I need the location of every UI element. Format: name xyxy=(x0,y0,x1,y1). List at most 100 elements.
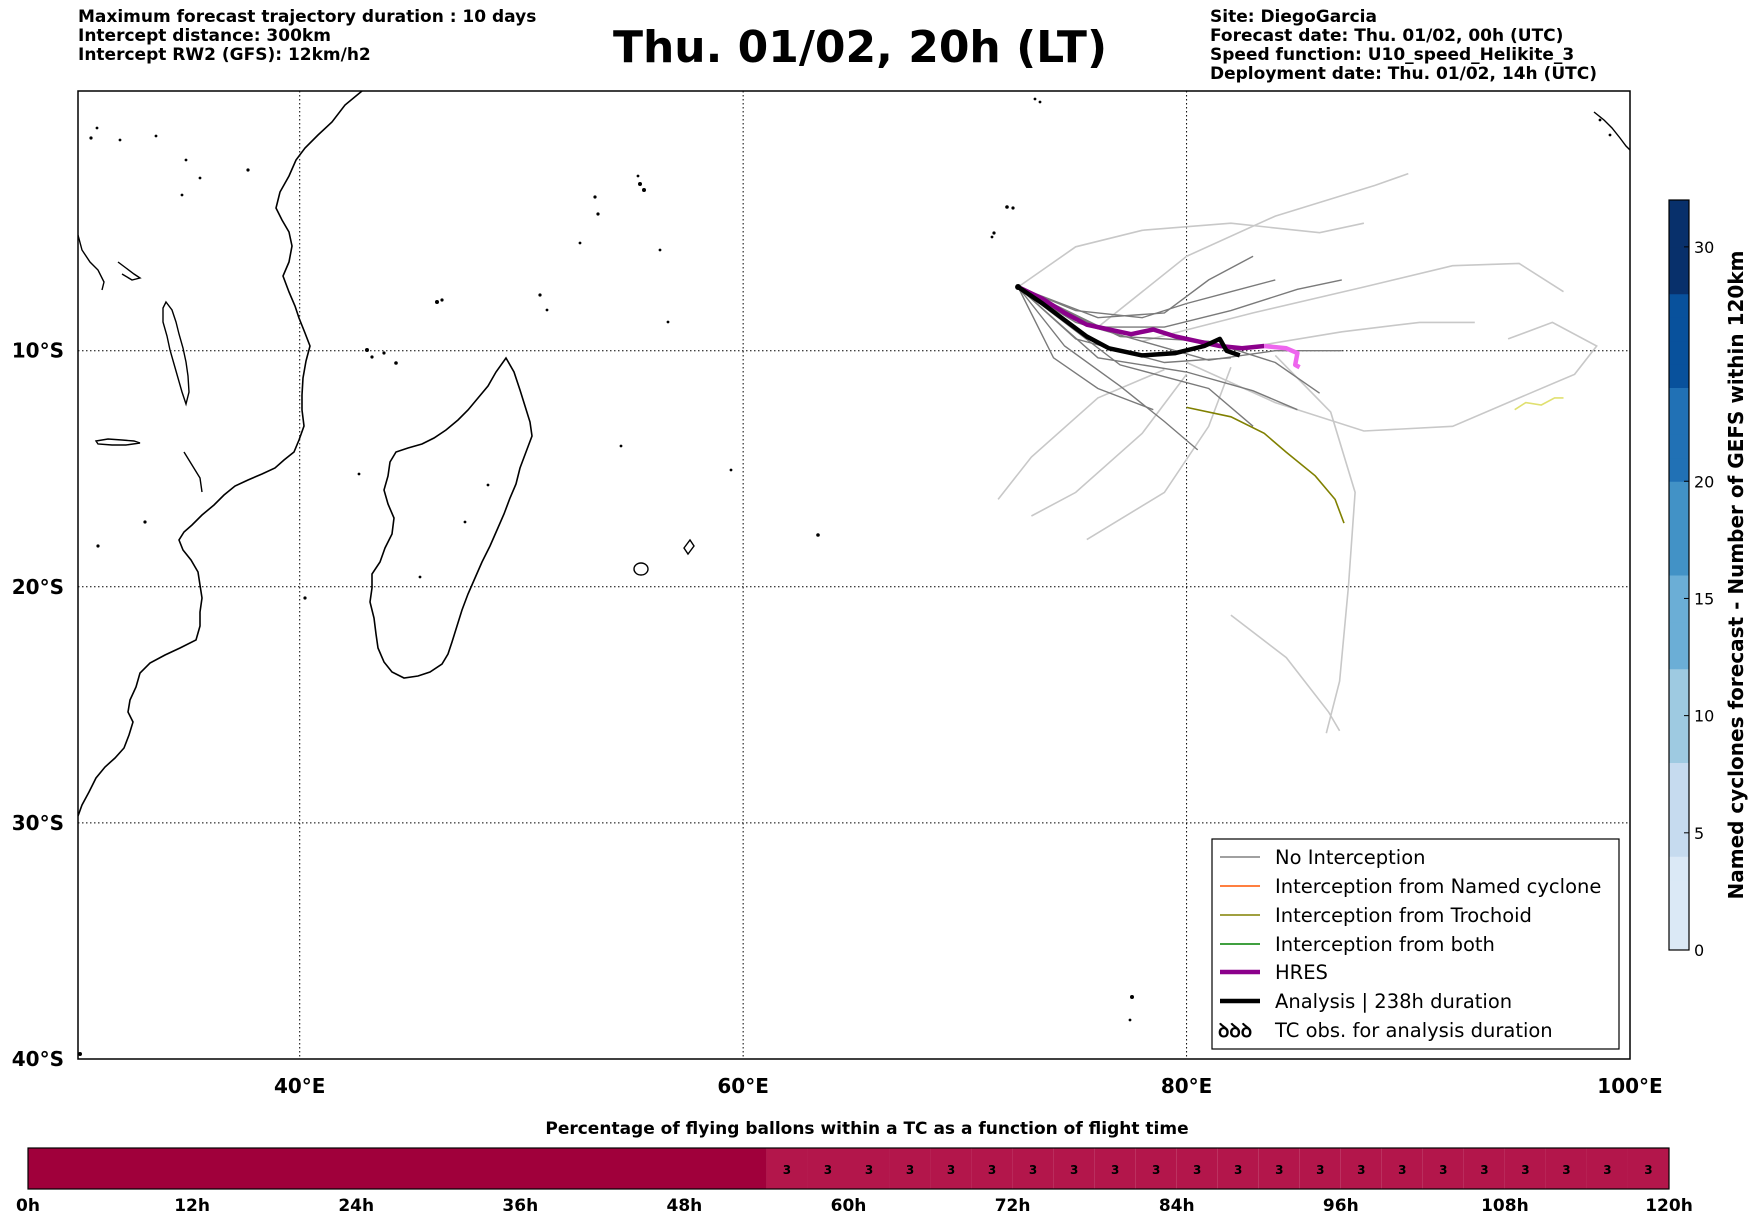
flight-time-tick-label: 24h xyxy=(338,1196,374,1216)
lake-small-outline xyxy=(94,438,141,446)
flight-time-cell xyxy=(1545,1148,1587,1189)
legend-label: Interception from Trochoid xyxy=(1275,904,1532,927)
deployment-date: Deployment date: Thu. 01/02, 14h (UTC) xyxy=(1210,64,1597,84)
legend-label: HRES xyxy=(1275,961,1328,984)
flight-time-cell xyxy=(1258,1148,1300,1189)
colorbar-segment xyxy=(1669,364,1689,388)
lat-tick-label: 10°S xyxy=(12,339,64,363)
flight-time-cell-value: 3 xyxy=(1644,1163,1652,1177)
site-name: Site: DiegoGarcia xyxy=(1210,7,1377,27)
flight-time-cell-value: 3 xyxy=(1398,1163,1406,1177)
flight-time-cell-value: 3 xyxy=(1029,1163,1037,1177)
colorbar-tick-label: 0 xyxy=(1694,941,1704,960)
flight-time-cell xyxy=(807,1148,849,1189)
flight-time-cell xyxy=(1176,1148,1218,1189)
flight-time-ticks: 0h 12h 24h 36h 48h 60h 72h 84h 96h 108h 120h xyxy=(16,1196,1693,1216)
page-title: Thu. 01/02, 20h (LT) xyxy=(612,22,1108,73)
flight-time-cell xyxy=(766,1148,808,1189)
flight-time-cell xyxy=(1504,1148,1546,1189)
trajectory-no-interception xyxy=(1017,255,1254,319)
colorbar-segment xyxy=(1669,340,1689,365)
flight-time-cell xyxy=(889,1148,931,1189)
longitude-tick-labels: 40°E 60°E 80°E 100°E xyxy=(274,1074,1663,1098)
trajectory-trochoid xyxy=(1186,406,1345,524)
flight-time-cell xyxy=(1299,1148,1341,1189)
flight-time-cell-value: 3 xyxy=(1603,1163,1611,1177)
trajectories-highlighted xyxy=(1015,283,1564,524)
flight-time-tick-label: 48h xyxy=(667,1196,703,1216)
colorbar-segment xyxy=(1669,809,1689,834)
lon-tick-label: 40°E xyxy=(274,1074,326,1098)
trajectory-yellow xyxy=(1514,397,1564,411)
colorbar-tick-label: 5 xyxy=(1694,824,1704,843)
launch-site-marker xyxy=(1015,283,1022,290)
forecast-parameters: Maximum forecast trajectory duration : 1… xyxy=(78,8,536,65)
flight-time-cell-value: 3 xyxy=(988,1163,996,1177)
flight-time-cell-value: 3 xyxy=(1480,1163,1488,1177)
flight-time-cell xyxy=(848,1148,890,1189)
lon-tick-label: 60°E xyxy=(717,1074,769,1098)
trajectory-no-interception xyxy=(1017,279,1276,319)
colorbar-tick-label: 30 xyxy=(1694,238,1714,257)
colorbar-segment xyxy=(1669,246,1689,271)
flight-time-cell-value: 3 xyxy=(1562,1163,1570,1177)
trajectory-light xyxy=(1097,172,1409,328)
flight-time-cell xyxy=(1463,1148,1505,1189)
trajectory-no-interception xyxy=(1017,286,1154,411)
flight-time-bar-title: Percentage of flying ballons within a TC… xyxy=(545,1119,1188,1139)
flight-time-tick-label: 12h xyxy=(174,1196,210,1216)
colorbar-segment xyxy=(1669,504,1689,529)
colorbar-tick-label: 20 xyxy=(1694,472,1714,491)
flight-time-bar: Percentage of flying ballons within a TC… xyxy=(16,1119,1693,1216)
lat-tick-label: 20°S xyxy=(12,575,64,599)
legend-entry: HRES xyxy=(1220,961,1328,984)
flight-time-cell xyxy=(1627,1148,1669,1189)
colorbar-label: Named cyclones forecast - Number of GEFS… xyxy=(1724,251,1748,900)
flight-time-cell-value: 3 xyxy=(1521,1163,1529,1177)
flight-time-cell xyxy=(971,1148,1013,1189)
trajectory-light xyxy=(1086,366,1232,541)
param-intercept-rw2: Intercept RW2 (GFS): 12km/h2 xyxy=(78,45,371,65)
colorbar-segment xyxy=(1669,575,1689,599)
trajectory-no-interception xyxy=(1017,286,1320,394)
colorbar-segment xyxy=(1669,410,1689,435)
trajectory-light xyxy=(1017,222,1365,288)
flight-time-cell-value: 3 xyxy=(783,1163,791,1177)
lat-tick-label: 30°S xyxy=(12,811,64,835)
trajectory-light xyxy=(1031,373,1188,517)
colorbar-segment xyxy=(1669,926,1689,951)
legend-label: Interception from Named cyclone xyxy=(1275,875,1601,898)
colorbar-gradient xyxy=(1669,200,1689,951)
island-reunion xyxy=(633,562,649,576)
flight-time-cell-value: 3 xyxy=(865,1163,873,1177)
flight-time-tick-label: 120h xyxy=(1645,1196,1693,1216)
colorbar-segment xyxy=(1669,387,1689,412)
flight-time-cell-value: 3 xyxy=(1275,1163,1283,1177)
lat-tick-label: 40°S xyxy=(12,1047,64,1071)
river-outline xyxy=(183,451,203,493)
flight-time-cell-value: 3 xyxy=(824,1163,832,1177)
flight-time-cell-value: 3 xyxy=(1439,1163,1447,1177)
legend-label: No Interception xyxy=(1275,846,1426,869)
speed-function: Speed function: U10_speed_Helikite_3 xyxy=(1210,45,1575,65)
colorbar-segment xyxy=(1669,903,1689,928)
colorbar-segment xyxy=(1669,598,1689,623)
map-grid xyxy=(78,91,1630,1059)
flight-time-cell-value: 3 xyxy=(1234,1163,1242,1177)
flight-time-cell xyxy=(1053,1148,1095,1189)
legend-entry: ꝺꝺꝺ TC obs. for analysis duration xyxy=(1218,1019,1553,1042)
africa-coastline xyxy=(78,91,363,817)
colorbar: 0 5 10 15 20 30 Named cyclones forecast - Num… xyxy=(1668,199,1748,960)
madagascar-coastline xyxy=(369,356,533,679)
trajectory-light xyxy=(1274,354,1356,734)
flight-time-cell-value: 3 xyxy=(1070,1163,1078,1177)
flight-time-tick-label: 84h xyxy=(1159,1196,1195,1216)
colorbar-segment xyxy=(1669,762,1689,787)
colorbar-ticks: 0 5 10 15 20 30 xyxy=(1684,238,1714,960)
flight-time-tick-label: 108h xyxy=(1481,1196,1529,1216)
colorbar-tick-label: 10 xyxy=(1694,707,1714,726)
legend-box xyxy=(1211,838,1620,1050)
colorbar-segment xyxy=(1669,457,1689,482)
flight-time-cell xyxy=(1340,1148,1382,1189)
flight-time-tick-label: 96h xyxy=(1323,1196,1359,1216)
